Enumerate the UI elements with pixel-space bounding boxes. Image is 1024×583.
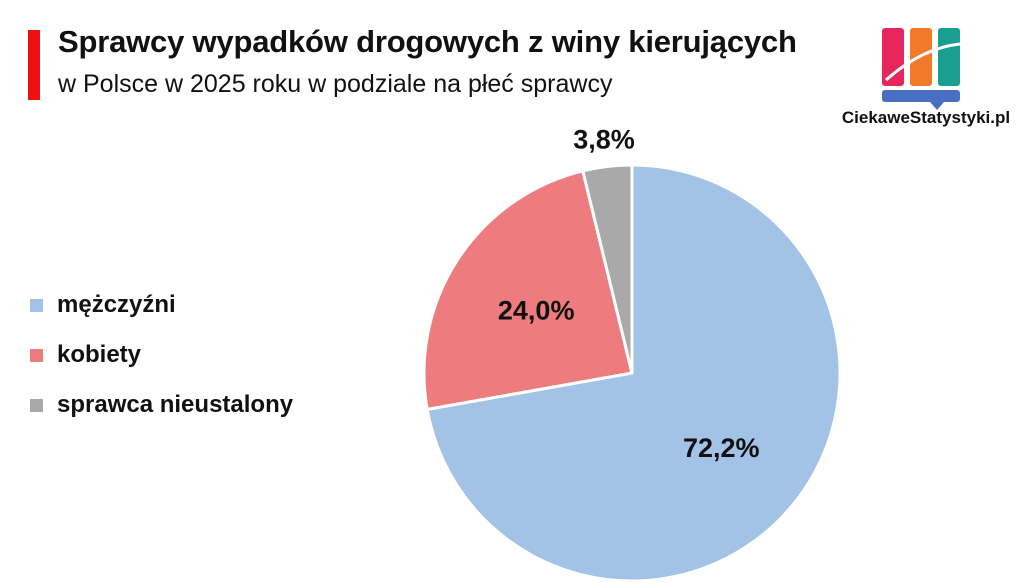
pie-labels: 72,2% 24,0% 3,8%	[498, 125, 760, 463]
slice-data-label: 72,2%	[683, 433, 760, 463]
pie-slice	[425, 163, 842, 583]
legend-item-mezczyzni: mężczyźni	[30, 280, 293, 330]
chart-subtitle: w Polsce w 2025 roku w podziale na płeć …	[58, 70, 613, 98]
slice-data-label: 3,8%	[573, 125, 635, 155]
legend-item-sprawca-nieustalony: sprawca nieustalony	[30, 380, 293, 430]
pie-slice	[581, 163, 634, 375]
pie-slices	[422, 163, 842, 583]
chart-title: Sprawcy wypadków drogowych z winy kieruj…	[58, 24, 797, 59]
legend-swatch	[30, 348, 43, 362]
title-accent-bar	[28, 30, 40, 100]
legend-label: sprawca nieustalony	[57, 391, 294, 418]
brand-name: CiekaweStatystyki.pl	[841, 108, 1011, 127]
legend-label: mężczyźni	[57, 291, 176, 318]
pie-slice	[422, 169, 634, 411]
slice-data-label: 24,0%	[498, 295, 575, 325]
legend-swatch	[30, 398, 43, 412]
legend-label: kobiety	[57, 341, 142, 368]
chart-legend: mężczyźni kobiety sprawca nieustalony	[30, 280, 293, 430]
bar-chart-logo-icon	[882, 28, 961, 110]
legend-item-kobiety: kobiety	[30, 330, 293, 380]
legend-swatch	[30, 298, 43, 312]
